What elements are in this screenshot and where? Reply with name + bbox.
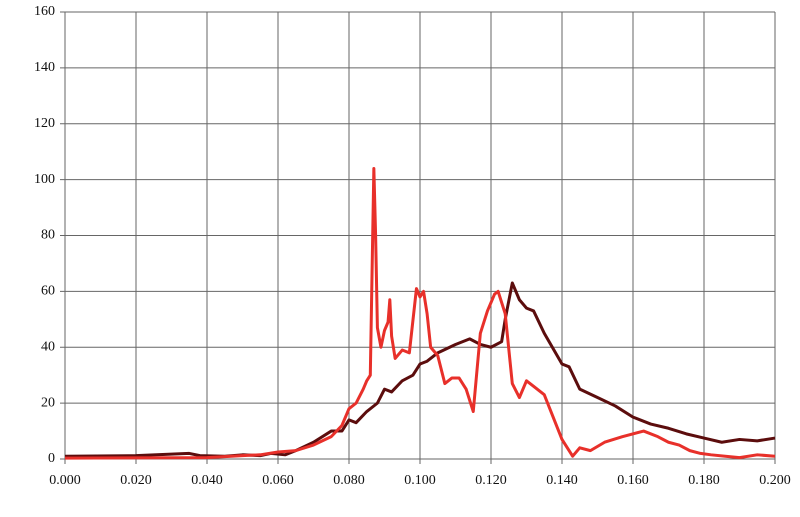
y-tick-label: 0 (48, 451, 55, 466)
x-tick-label: 0.020 (120, 473, 152, 488)
x-tick-label: 0.140 (546, 473, 578, 488)
x-tick-label: 0.200 (759, 473, 791, 488)
y-tick-label: 80 (41, 228, 55, 243)
x-tick-label: 0.080 (333, 473, 365, 488)
x-tick-label: 0.040 (191, 473, 223, 488)
x-tick-label: 0.060 (262, 473, 294, 488)
x-tick-label: 0.180 (688, 473, 720, 488)
y-tick-label: 140 (34, 60, 55, 75)
x-tick-label: 0.160 (617, 473, 649, 488)
x-tick-label: 0.000 (49, 473, 81, 488)
y-tick-label: 60 (41, 284, 55, 299)
y-tick-label: 160 (34, 4, 55, 19)
y-tick-label: 120 (34, 116, 55, 131)
x-tick-label: 0.120 (475, 473, 507, 488)
y-tick-label: 40 (41, 339, 55, 354)
y-tick-label: 100 (34, 172, 55, 187)
data-line (64, 281, 776, 458)
y-tick-label: 20 (41, 395, 55, 410)
data-line (64, 166, 776, 460)
x-tick-label: 0.100 (404, 473, 436, 488)
